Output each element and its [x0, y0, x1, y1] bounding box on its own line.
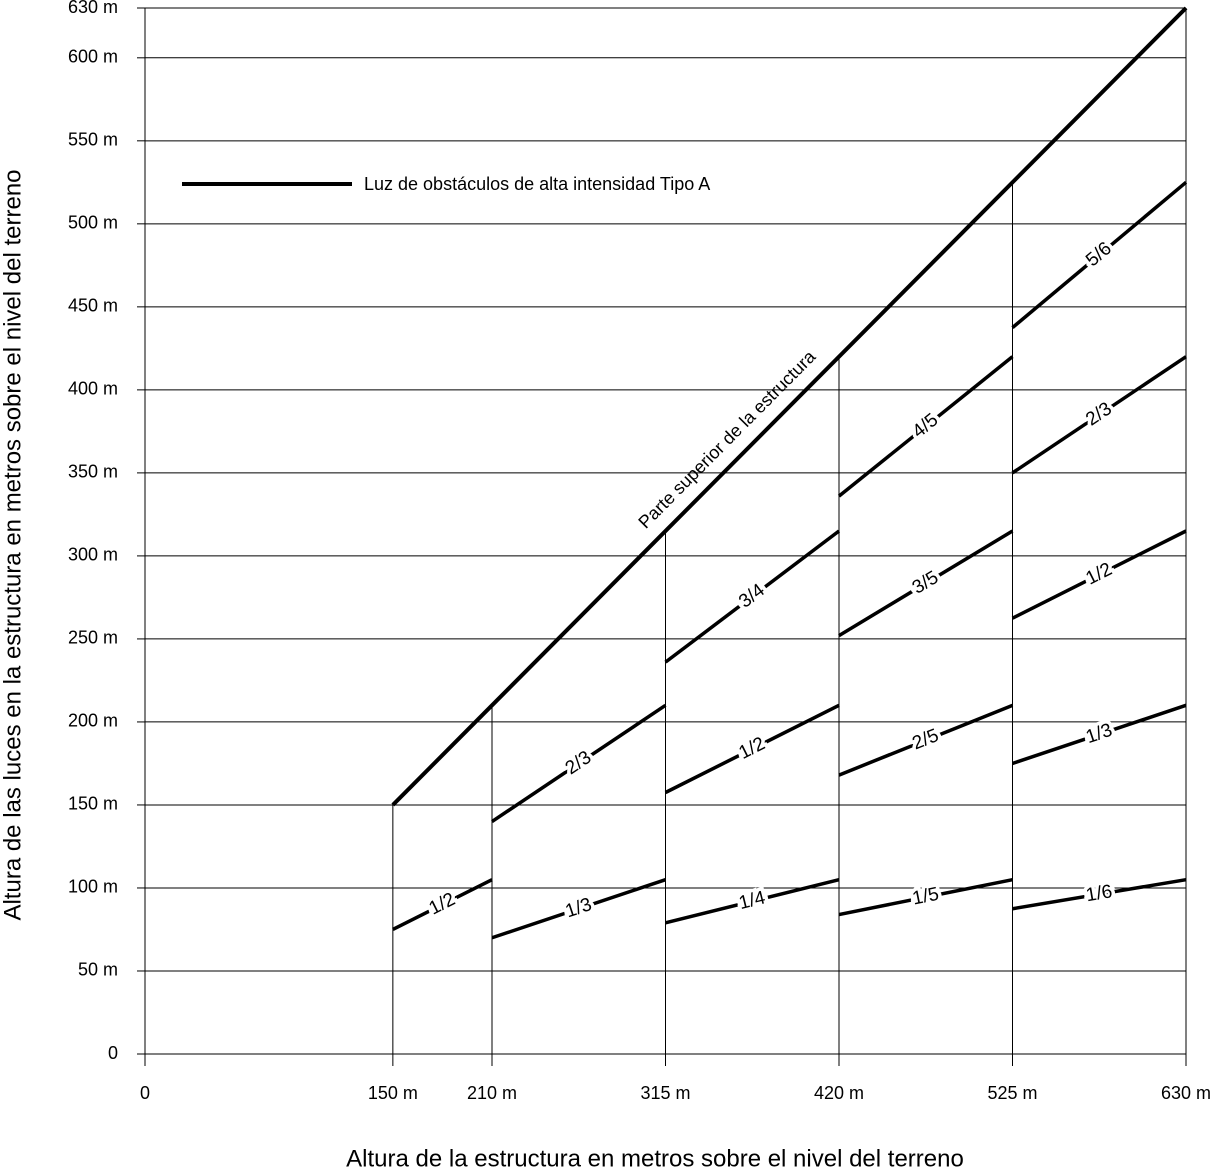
y-tick-label: 630 m	[68, 0, 118, 17]
y-tick-label: 350 m	[68, 462, 118, 482]
fraction-label: 3/5	[909, 567, 942, 599]
light-level-line	[664, 529, 841, 664]
light-level-line	[838, 703, 1014, 777]
fraction-label: 2/5	[909, 725, 941, 754]
x-tick-label: 420 m	[814, 1083, 864, 1103]
light-level-line	[837, 355, 1014, 498]
x-tick-label: 0	[140, 1083, 150, 1103]
y-tick-label: 450 m	[68, 296, 118, 316]
y-tick-label: 500 m	[68, 213, 118, 233]
fraction-label: 1/3	[1083, 720, 1115, 748]
fraction-label: 2/3	[1082, 398, 1116, 430]
y-tick-label: 600 m	[68, 47, 118, 67]
light-level-line	[664, 703, 840, 795]
x-tick-label: 210 m	[467, 1083, 517, 1103]
fraction-label: 1/3	[563, 894, 595, 922]
y-tick-label: 200 m	[68, 711, 118, 731]
y-tick-label: 0	[108, 1043, 118, 1063]
legend-label: Luz de obstáculos de alta intensidad Tip…	[364, 174, 710, 194]
y-tick-label: 550 m	[68, 130, 118, 150]
fraction-label: 1/2	[736, 733, 769, 764]
light-level-line	[665, 877, 840, 925]
y-axis-title: Altura de las luces en la estructura en …	[0, 169, 26, 920]
y-tick-label: 150 m	[68, 794, 118, 814]
x-tick-label: 315 m	[640, 1083, 690, 1103]
light-level-line	[1011, 703, 1187, 766]
fraction-label: 1/6	[1084, 881, 1114, 906]
light-level-line	[392, 878, 493, 932]
x-tick-label: 150 m	[368, 1083, 418, 1103]
structure-label: Parte superior de la estructura	[634, 346, 820, 532]
light-level-line	[838, 529, 1014, 638]
light-level-line	[838, 877, 1013, 917]
fraction-label: 1/2	[426, 889, 459, 920]
x-tick-label: 525 m	[987, 1083, 1037, 1103]
fraction-label: 1/4	[737, 887, 768, 914]
light-level-line	[491, 703, 667, 824]
y-tick-label: 300 m	[68, 545, 118, 565]
light-level-line	[1011, 529, 1187, 620]
light-level-line	[1012, 877, 1187, 911]
light-level-line	[1011, 355, 1187, 475]
fraction-label: 1/2	[1083, 559, 1116, 590]
light-level-line	[491, 878, 667, 940]
fraction-label: 1/5	[911, 884, 941, 910]
fraction-label: 2/3	[562, 747, 596, 779]
y-tick-label: 100 m	[68, 877, 118, 897]
light-level-line	[1011, 180, 1188, 329]
x-tick-label: 630 m	[1161, 1083, 1211, 1103]
y-tick-label: 250 m	[68, 628, 118, 648]
y-tick-label: 50 m	[78, 960, 118, 980]
y-tick-label: 400 m	[68, 379, 118, 399]
structure-top-line	[391, 6, 1188, 807]
x-axis-title: Altura de la estructura en metros sobre …	[346, 1145, 964, 1171]
